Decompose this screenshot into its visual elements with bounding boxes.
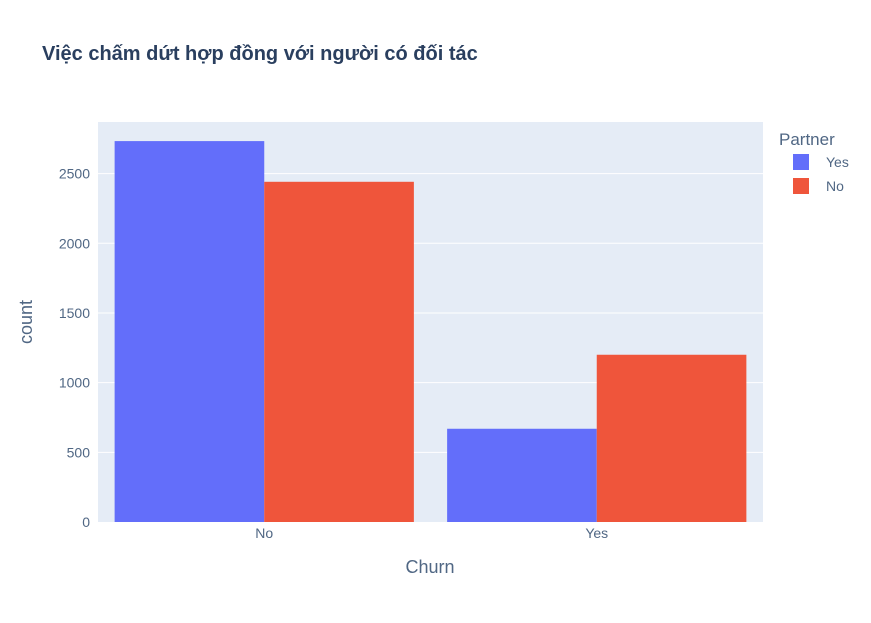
bar-no-yes [114,141,265,523]
x-tick-labels: No Yes [255,525,608,541]
x-axis-title: Churn [405,557,454,577]
y-tick-label: 1500 [59,305,90,321]
bar-yes-yes [447,428,597,522]
bar-yes-no [596,354,747,522]
legend-title: Partner [779,130,835,149]
legend-items: Yes No [793,154,849,194]
x-tick-label: Yes [585,525,608,541]
y-tick-labels: 0 500 1000 1500 2000 2500 [59,166,90,530]
bars [114,141,747,523]
legend-label: No [826,178,844,194]
y-tick-label: 2000 [59,235,90,251]
x-tick-label: No [255,525,273,541]
y-tick-label: 1000 [59,375,90,391]
legend-label: Yes [826,154,849,170]
legend: Partner Yes No [779,130,849,194]
legend-swatch [793,154,809,170]
y-tick-label: 2500 [59,166,90,182]
legend-swatch [793,178,809,194]
bar-no-no [264,181,414,522]
chart-title: Việc chấm dứt hợp đồng với người có đối … [42,43,478,65]
y-tick-label: 0 [82,514,90,530]
y-axis-title: count [16,300,36,344]
y-tick-label: 500 [67,444,91,460]
